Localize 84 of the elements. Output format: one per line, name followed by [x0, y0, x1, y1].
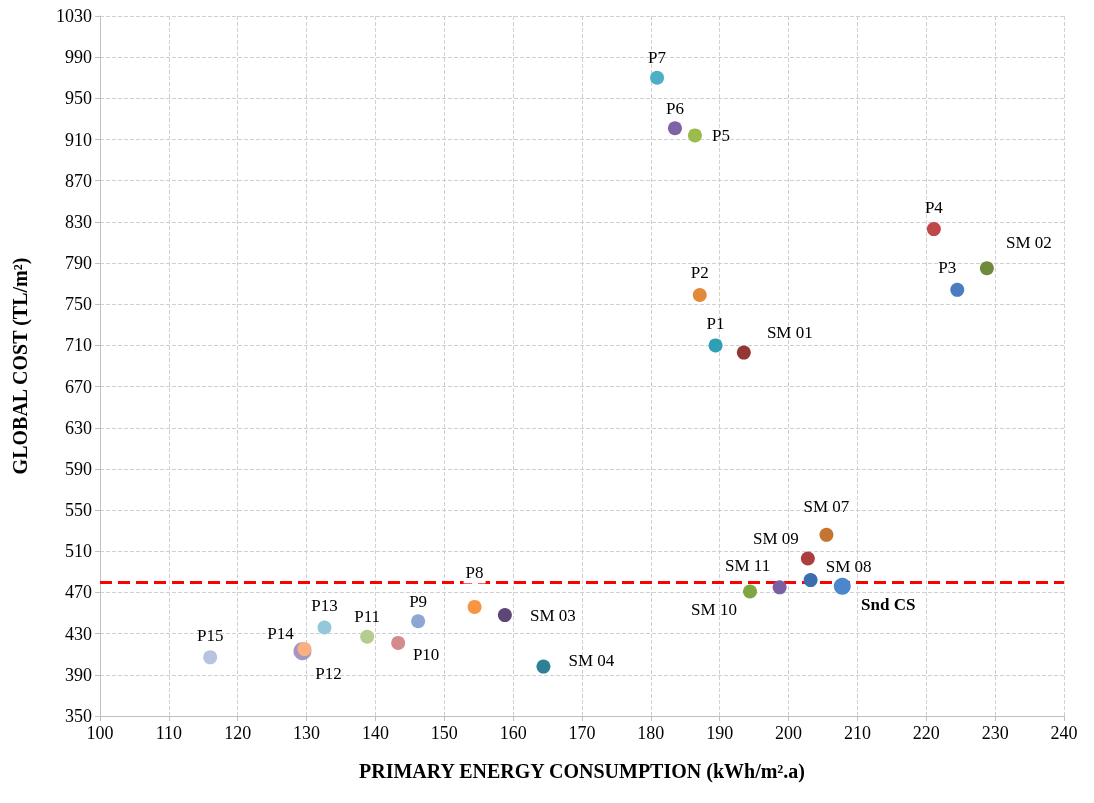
- point: [803, 573, 818, 588]
- series-label: P11: [354, 607, 381, 627]
- series-label: P3: [938, 258, 957, 278]
- point: [497, 608, 512, 623]
- x-tick-label: 110: [155, 723, 183, 743]
- point: [297, 642, 312, 657]
- series-label: P4: [924, 197, 944, 217]
- series-label: SM 11: [725, 555, 771, 575]
- point: [203, 650, 218, 665]
- point: [708, 338, 723, 353]
- y-tick-label: 1030: [56, 6, 92, 26]
- y-tick-label: 750: [65, 294, 92, 315]
- y-tick-label: 910: [65, 129, 92, 150]
- x-tick-label: 140: [361, 723, 389, 743]
- y-tick-label: 470: [65, 582, 92, 603]
- point: [800, 551, 815, 566]
- point: [833, 577, 851, 595]
- x-tick-label: 190: [706, 723, 734, 743]
- y-tick-label: 870: [65, 170, 92, 191]
- y-tick-label: 670: [65, 376, 92, 397]
- x-tick-label: 220: [912, 723, 940, 743]
- series-label: SM 09: [752, 529, 799, 548]
- x-tick-label: 170: [568, 723, 596, 743]
- x-tick-label: 200: [775, 723, 803, 743]
- y-tick-label: 990: [65, 47, 92, 68]
- series-label: SM 02: [1005, 232, 1052, 252]
- series-label: P14: [267, 623, 295, 643]
- y-tick-label: 390: [65, 664, 92, 685]
- point: [772, 580, 787, 595]
- series-label: SM 10: [691, 599, 737, 619]
- series-label: P2: [690, 263, 709, 283]
- point: [819, 527, 834, 542]
- y-tick-label: 350: [65, 706, 92, 726]
- y-tick-label: 550: [65, 500, 92, 521]
- y-axis-title: GLOBAL COST (TL/m²): [9, 257, 32, 475]
- series-label: P9: [409, 591, 428, 611]
- point: [317, 620, 332, 635]
- point: [926, 222, 941, 237]
- point: [979, 261, 994, 276]
- y-tick-label: 430: [65, 623, 92, 644]
- x-tick-label: 100: [86, 723, 114, 743]
- y-tick-label: 830: [65, 211, 92, 232]
- point: [950, 282, 965, 297]
- point: [692, 287, 707, 302]
- x-tick-label: 130: [293, 723, 321, 743]
- series-label: SM 04: [568, 651, 615, 671]
- series-label: SM 08: [825, 556, 872, 576]
- point: [411, 614, 426, 629]
- point: [736, 345, 751, 360]
- x-tick-label: 180: [637, 723, 665, 743]
- series-label: P1: [706, 313, 725, 333]
- series-label: P13: [311, 595, 338, 615]
- series-label: P5: [711, 125, 730, 145]
- series-label: P10: [412, 645, 440, 665]
- point: [360, 629, 375, 644]
- series-label: P8: [465, 563, 484, 583]
- series-label: P15: [196, 625, 224, 645]
- x-tick-label: 150: [430, 723, 458, 743]
- y-tick-label: 950: [65, 88, 92, 109]
- y-tick-label: 790: [65, 253, 92, 274]
- point: [743, 584, 758, 599]
- y-tick-label: 510: [65, 541, 92, 562]
- x-axis-title: PRIMARY ENERGY CONSUMPTION (kWh/m².a): [358, 760, 806, 783]
- y-tick-label: 590: [65, 458, 92, 479]
- y-tick-label: 630: [65, 417, 92, 438]
- x-tick-label: 120: [224, 723, 252, 743]
- point: [467, 599, 482, 614]
- point: [667, 121, 682, 136]
- series-label: SM 03: [529, 605, 576, 625]
- point: [650, 70, 665, 85]
- x-tick-label: 240: [1050, 723, 1078, 743]
- series-label: P6: [665, 98, 684, 118]
- series-label: P7: [648, 48, 667, 68]
- series-label: Snd CS: [861, 594, 916, 614]
- x-tick-label: 230: [981, 723, 1009, 743]
- y-tick-label: 710: [65, 335, 92, 356]
- series-label: SM 07: [803, 497, 850, 517]
- series-label: P12: [315, 663, 342, 683]
- point: [687, 128, 702, 143]
- series-label: SM 01: [766, 323, 813, 343]
- x-tick-label: 210: [843, 723, 871, 743]
- point: [391, 635, 406, 650]
- point: [536, 659, 551, 674]
- x-tick-label: 160: [499, 723, 527, 743]
